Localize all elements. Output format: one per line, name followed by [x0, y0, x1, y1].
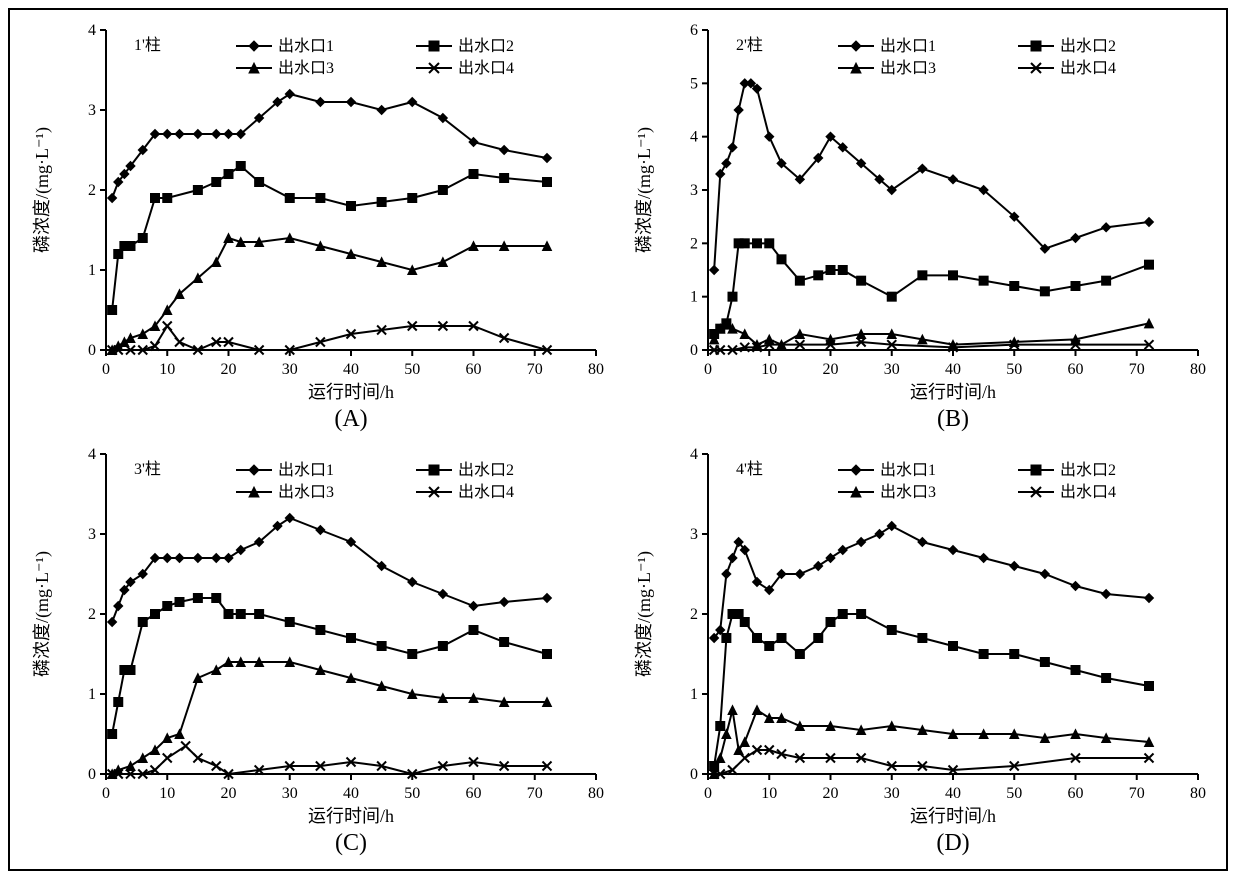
- svg-text:3: 3: [690, 182, 698, 199]
- svg-text:40: 40: [945, 785, 961, 802]
- svg-text:出水口4: 出水口4: [1060, 483, 1116, 501]
- svg-text:50: 50: [1006, 361, 1022, 378]
- svg-text:出水口2: 出水口2: [458, 461, 514, 479]
- svg-text:0: 0: [704, 785, 712, 802]
- svg-text:0: 0: [102, 361, 110, 378]
- svg-text:磷浓度/(mg·L⁻¹): 磷浓度/(mg·L⁻¹): [634, 127, 655, 253]
- svg-text:70: 70: [527, 785, 543, 802]
- svg-text:2: 2: [88, 182, 96, 199]
- svg-text:出水口2: 出水口2: [458, 37, 514, 55]
- svg-text:出水口3: 出水口3: [880, 483, 936, 501]
- svg-text:0: 0: [88, 766, 96, 783]
- svg-text:20: 20: [221, 361, 237, 378]
- svg-text:50: 50: [404, 361, 420, 378]
- svg-text:0: 0: [690, 766, 698, 783]
- svg-text:出水口3: 出水口3: [278, 59, 334, 77]
- svg-text:3: 3: [88, 526, 96, 543]
- svg-text:出水口1: 出水口1: [880, 461, 936, 479]
- svg-text:磷浓度/(mg·L⁻¹): 磷浓度/(mg·L⁻¹): [634, 551, 655, 677]
- svg-text:0: 0: [704, 361, 712, 378]
- column-title: 1'柱: [134, 36, 161, 54]
- svg-text:磷浓度/(mg·L⁻¹): 磷浓度/(mg·L⁻¹): [32, 551, 53, 677]
- svg-text:运行时间/h: 运行时间/h: [308, 806, 394, 826]
- panel-b: 0 10 20 30 40 50 60 70 80 0 1 2 3 4 5 6 运行时间/h 磷浓度/(mg·L⁻…: [618, 16, 1220, 440]
- column-title: 2'柱: [736, 36, 763, 54]
- svg-text:60: 60: [1068, 785, 1084, 802]
- column-title: 3'柱: [134, 460, 161, 478]
- svg-text:20: 20: [823, 785, 839, 802]
- svg-text:4: 4: [690, 446, 698, 463]
- svg-text:运行时间/h: 运行时间/h: [308, 382, 394, 402]
- svg-text:30: 30: [282, 785, 298, 802]
- svg-text:5: 5: [690, 75, 698, 92]
- svg-text:10: 10: [761, 361, 777, 378]
- svg-text:出水口2: 出水口2: [1060, 461, 1116, 479]
- svg-text:10: 10: [761, 785, 777, 802]
- svg-text:出水口2: 出水口2: [1060, 37, 1116, 55]
- svg-text:(A): (A): [334, 406, 367, 432]
- svg-text:4: 4: [690, 129, 698, 146]
- svg-text:出水口1: 出水口1: [278, 37, 334, 55]
- svg-text:3: 3: [690, 526, 698, 543]
- svg-text:运行时间/h: 运行时间/h: [910, 382, 996, 402]
- svg-text:出水口4: 出水口4: [458, 483, 514, 501]
- svg-text:20: 20: [823, 361, 839, 378]
- chart-a: 0 10 20 30 40 50 60 70 80 0 1 2 3 4 运行时间/h 磷浓度/(mg·L⁻¹)…: [16, 16, 616, 436]
- svg-text:1: 1: [88, 686, 96, 703]
- svg-text:40: 40: [343, 785, 359, 802]
- panel-d: 0 10 20 30 40 50 60 70 80 0 1 2 3 4 运行时间/h 磷浓度/(mg·L⁻¹)…: [618, 440, 1220, 864]
- svg-text:40: 40: [343, 361, 359, 378]
- svg-text:60: 60: [466, 785, 482, 802]
- svg-text:80: 80: [1190, 361, 1206, 378]
- svg-text:出水口3: 出水口3: [278, 483, 334, 501]
- panel-c: 0 10 20 30 40 50 60 70 80 0 1 2 3 4 运行时间/h 磷浓度/(mg·L⁻¹)…: [16, 440, 618, 864]
- svg-text:6: 6: [690, 22, 698, 39]
- svg-text:出水口4: 出水口4: [1060, 59, 1116, 77]
- chart-b: 0 10 20 30 40 50 60 70 80 0 1 2 3 4 5 6 运行时间/h 磷浓度/(mg·L⁻…: [618, 16, 1218, 436]
- svg-text:出水口4: 出水口4: [458, 59, 514, 77]
- chart-d: 0 10 20 30 40 50 60 70 80 0 1 2 3 4 运行时间/h 磷浓度/(mg·L⁻¹)…: [618, 440, 1218, 860]
- svg-text:20: 20: [221, 785, 237, 802]
- svg-text:60: 60: [466, 361, 482, 378]
- svg-text:出水口1: 出水口1: [880, 37, 936, 55]
- svg-text:运行时间/h: 运行时间/h: [910, 806, 996, 826]
- svg-text:(C): (C): [335, 830, 367, 856]
- svg-text:4: 4: [88, 22, 96, 39]
- svg-text:70: 70: [527, 361, 543, 378]
- svg-text:70: 70: [1129, 785, 1145, 802]
- svg-text:2: 2: [690, 235, 698, 252]
- svg-text:30: 30: [884, 785, 900, 802]
- svg-text:30: 30: [884, 361, 900, 378]
- column-title: 4'柱: [736, 460, 763, 478]
- svg-text:10: 10: [159, 785, 175, 802]
- svg-text:3: 3: [88, 102, 96, 119]
- chart-c: 0 10 20 30 40 50 60 70 80 0 1 2 3 4 运行时间/h 磷浓度/(mg·L⁻¹)…: [16, 440, 616, 860]
- svg-text:10: 10: [159, 361, 175, 378]
- svg-text:70: 70: [1129, 361, 1145, 378]
- svg-text:80: 80: [588, 361, 604, 378]
- svg-text:80: 80: [1190, 785, 1206, 802]
- svg-text:0: 0: [88, 342, 96, 359]
- svg-text:1: 1: [88, 262, 96, 279]
- svg-text:2: 2: [88, 606, 96, 623]
- svg-text:0: 0: [102, 785, 110, 802]
- svg-text:2: 2: [690, 606, 698, 623]
- svg-text:80: 80: [588, 785, 604, 802]
- svg-text:40: 40: [945, 361, 961, 378]
- svg-text:(D): (D): [936, 830, 969, 856]
- svg-text:30: 30: [282, 361, 298, 378]
- svg-text:出水口1: 出水口1: [278, 461, 334, 479]
- svg-text:0: 0: [690, 342, 698, 359]
- svg-text:50: 50: [1006, 785, 1022, 802]
- panel-a: 0 10 20 30 40 50 60 70 80 0 1 2 3 4 运行时间/h 磷浓度/(mg·L⁻¹)…: [16, 16, 618, 440]
- svg-text:4: 4: [88, 446, 96, 463]
- svg-text:1: 1: [690, 289, 698, 306]
- svg-text:50: 50: [404, 785, 420, 802]
- svg-text:(B): (B): [937, 406, 969, 432]
- svg-text:1: 1: [690, 686, 698, 703]
- svg-text:60: 60: [1068, 361, 1084, 378]
- svg-text:磷浓度/(mg·L⁻¹): 磷浓度/(mg·L⁻¹): [32, 127, 53, 253]
- figure-frame: 0102030405060708001234运行时间/h磷浓度/(mg·L⁻¹)…: [8, 8, 1228, 871]
- svg-text:出水口3: 出水口3: [880, 59, 936, 77]
